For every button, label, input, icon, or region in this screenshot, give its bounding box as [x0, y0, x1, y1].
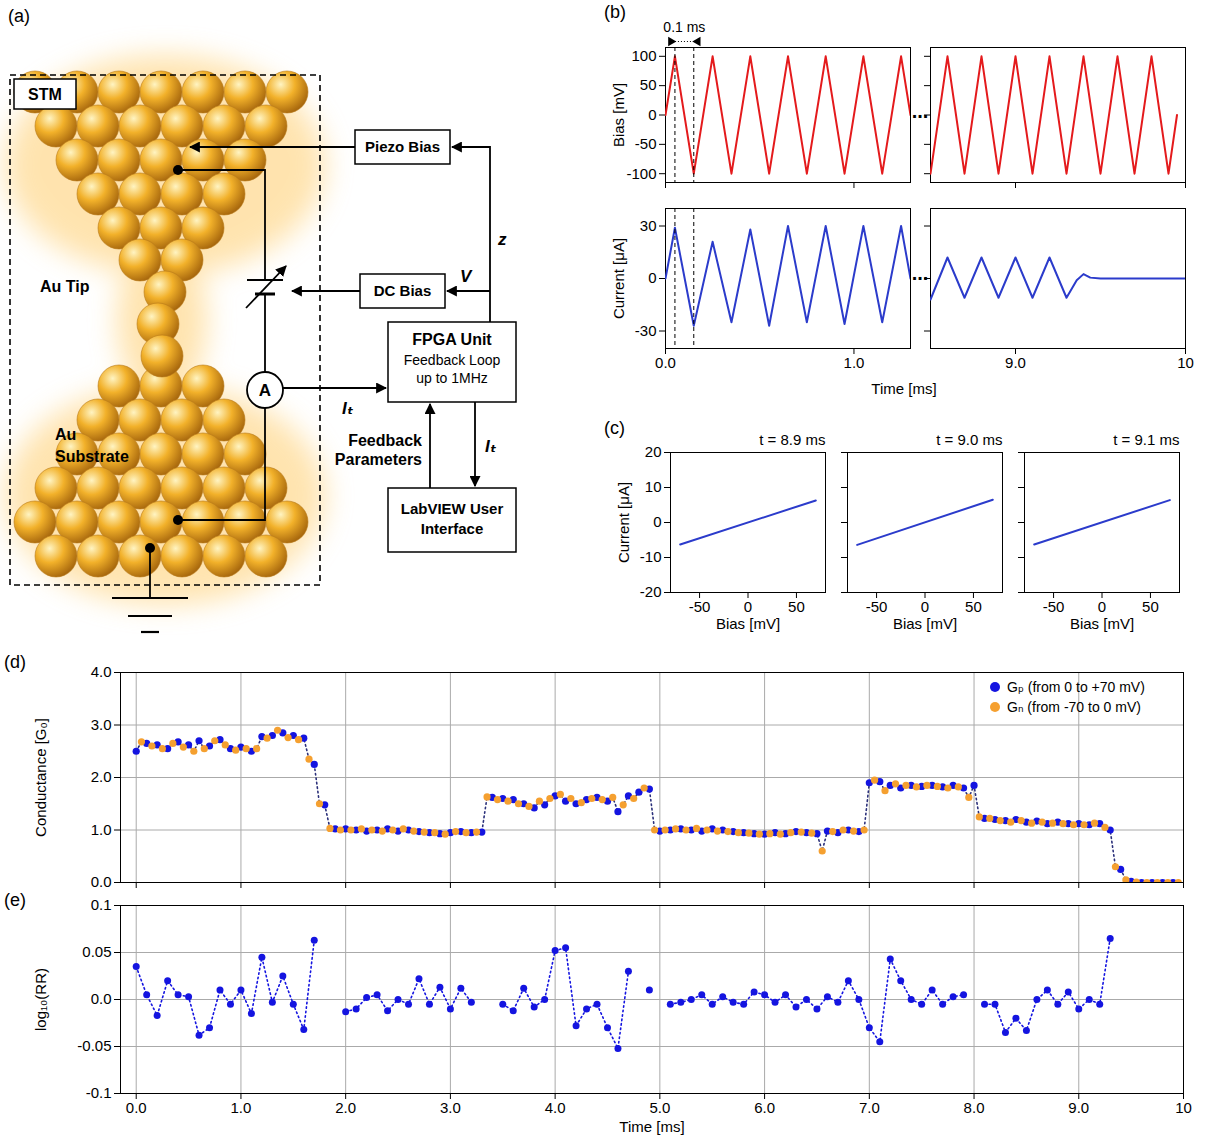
svg-text:DC Bias: DC Bias — [374, 282, 432, 299]
svg-text:Feedback: Feedback — [348, 432, 422, 449]
svg-text:0.1: 0.1 — [91, 896, 112, 913]
html-text:Time [ms]: Time [ms] — [871, 380, 937, 397]
svg-text:5.0: 5.0 — [649, 1099, 670, 1116]
svg-text:STM: STM — [28, 86, 62, 103]
svg-text:t = 9.0 ms: t = 9.0 ms — [936, 431, 1002, 448]
svg-text:2.0: 2.0 — [91, 768, 112, 785]
svg-text:9.0: 9.0 — [1005, 354, 1026, 371]
svg-text:1.0: 1.0 — [844, 354, 865, 371]
svg-text:8.0: 8.0 — [964, 1099, 985, 1116]
svg-text:1.0: 1.0 — [91, 821, 112, 838]
svg-text:-50: -50 — [689, 598, 711, 615]
svg-text:Piezo Bias: Piezo Bias — [365, 138, 440, 155]
svg-text:6.0: 6.0 — [754, 1099, 775, 1116]
svg-text:10: 10 — [645, 478, 662, 495]
svg-text:30: 30 — [640, 217, 657, 234]
svg-text:0: 0 — [648, 269, 656, 286]
svg-text:(a): (a) — [8, 6, 30, 26]
svg-text:0.1 ms: 0.1 ms — [663, 19, 705, 35]
svg-text:10: 10 — [1177, 354, 1194, 371]
svg-text:LabVIEW User: LabVIEW User — [401, 500, 504, 517]
svg-text:Interface: Interface — [421, 520, 484, 537]
svg-text:FPGA Unit: FPGA Unit — [412, 331, 492, 348]
svg-text:Bias [mV]: Bias [mV] — [1070, 615, 1134, 632]
svg-text:-50: -50 — [866, 598, 888, 615]
html-text:(e): (e) — [4, 890, 26, 910]
svg-text:-50: -50 — [635, 135, 657, 152]
svg-text:z: z — [497, 230, 507, 249]
svg-text:up to 1MHz: up to 1MHz — [416, 370, 488, 386]
svg-text:-0.1: -0.1 — [86, 1084, 112, 1101]
svg-text:50: 50 — [965, 598, 982, 615]
svg-text:0: 0 — [1098, 598, 1106, 615]
svg-text:0: 0 — [744, 598, 752, 615]
svg-text:50: 50 — [640, 76, 657, 93]
svg-text:Feedback Loop: Feedback Loop — [404, 352, 501, 368]
svg-text:4.0: 4.0 — [545, 1099, 566, 1116]
svg-text:Time [ms]: Time [ms] — [619, 1118, 684, 1135]
html-text:(c): (c) — [604, 418, 625, 438]
svg-text:t = 8.9 ms: t = 8.9 ms — [759, 431, 825, 448]
svg-text:Au Tip: Au Tip — [40, 278, 90, 295]
svg-text:A: A — [259, 381, 271, 400]
html-text:Gₚ (from 0 to +70 mV): Gₚ (from 0 to +70 mV) — [1007, 679, 1145, 695]
svg-text:Current [μA]: Current [μA] — [610, 238, 627, 319]
svg-text:-10: -10 — [640, 548, 662, 565]
svg-text:log₁₀(RR): log₁₀(RR) — [32, 968, 49, 1031]
svg-text:1.0: 1.0 — [231, 1099, 252, 1116]
svg-text:20: 20 — [645, 443, 662, 460]
svg-text:50: 50 — [788, 598, 805, 615]
svg-text:50: 50 — [1142, 598, 1159, 615]
svg-text:0: 0 — [648, 106, 656, 123]
svg-text:3.0: 3.0 — [440, 1099, 461, 1116]
svg-text:Iₜ: Iₜ — [342, 399, 354, 418]
svg-text:0.0: 0.0 — [91, 990, 112, 1007]
svg-text:2.0: 2.0 — [335, 1099, 356, 1116]
svg-text:Substrate: Substrate — [55, 448, 129, 465]
svg-text:9.0: 9.0 — [1068, 1099, 1089, 1116]
svg-text:0: 0 — [653, 513, 661, 530]
svg-text:-50: -50 — [1043, 598, 1065, 615]
svg-text:4.0: 4.0 — [91, 663, 112, 680]
html-text:(b): (b) — [604, 2, 626, 22]
svg-text:0.05: 0.05 — [82, 943, 111, 960]
svg-text:Bias [mV]: Bias [mV] — [610, 83, 627, 147]
svg-text:10: 10 — [1175, 1099, 1192, 1116]
svg-text:Bias [mV]: Bias [mV] — [893, 615, 957, 632]
svg-text:0.0: 0.0 — [126, 1099, 147, 1116]
svg-text:Parameters: Parameters — [335, 451, 422, 468]
svg-text:-20: -20 — [640, 583, 662, 600]
svg-text:Conductance [G₀]: Conductance [G₀] — [32, 718, 49, 837]
html-text:Gₙ (from -70 to 0 mV): Gₙ (from -70 to 0 mV) — [1007, 699, 1141, 715]
svg-text:Bias [mV]: Bias [mV] — [716, 615, 780, 632]
svg-text:0: 0 — [921, 598, 929, 615]
svg-text:3.0: 3.0 — [91, 716, 112, 733]
svg-text:-0.05: -0.05 — [77, 1037, 111, 1054]
svg-text:100: 100 — [631, 47, 656, 64]
svg-text:0.0: 0.0 — [91, 873, 112, 890]
svg-text:Au: Au — [55, 426, 76, 443]
svg-text:-100: -100 — [626, 164, 656, 181]
html-text:(d): (d) — [4, 652, 26, 672]
svg-text:7.0: 7.0 — [859, 1099, 880, 1116]
svg-text:Iₜ: Iₜ — [485, 437, 497, 456]
svg-text:0.0: 0.0 — [655, 354, 676, 371]
svg-text:Current [μA]: Current [μA] — [615, 482, 632, 563]
svg-text:-30: -30 — [635, 322, 657, 339]
svg-text:t = 9.1 ms: t = 9.1 ms — [1113, 431, 1179, 448]
svg-text:V: V — [460, 267, 473, 286]
